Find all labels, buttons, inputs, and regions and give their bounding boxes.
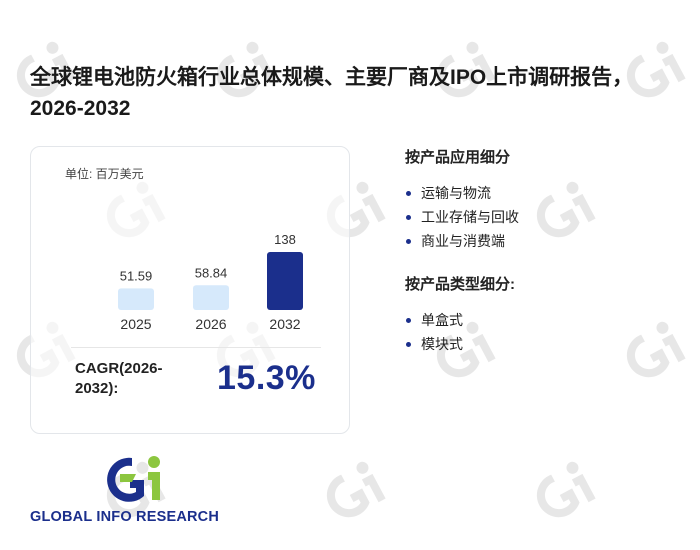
bullet-icon xyxy=(406,191,411,196)
brand-name: GLOBAL INFO RESEARCH xyxy=(30,509,220,525)
list-item-label: 模块式 xyxy=(421,336,463,352)
brand-logo: GLOBAL INFO RESEARCH xyxy=(30,450,240,530)
gi-logo-icon xyxy=(107,456,160,502)
bullet-icon xyxy=(406,342,411,347)
list-item-label: 单盒式 xyxy=(421,312,463,328)
cagr-label: CAGR(2026-2032): xyxy=(75,360,163,397)
unit-label: 单位: 百万美元 xyxy=(65,167,144,181)
market-size-bar-chart: 51.59 2025 58.84 2026 138 2032 xyxy=(118,232,303,332)
list-item-label: 商业与消费端 xyxy=(421,233,505,249)
cagr-value: 15.3% xyxy=(217,359,316,397)
data-label-2025: 51.59 xyxy=(120,268,153,283)
x-tick-label-2025: 2025 xyxy=(120,316,151,332)
segment-panel: 按产品应用细分 运输与物流 工业存储与回收 商业与消费端 按产品类型细分: 单盒… xyxy=(405,146,685,376)
list-item-label: 工业存储与回收 xyxy=(421,209,519,225)
list-item-label: 运输与物流 xyxy=(421,185,491,201)
watermark-logo-icon xyxy=(520,391,700,550)
list-item: 工业存储与回收 xyxy=(405,205,685,229)
list-item: 单盒式 xyxy=(405,308,685,332)
market-size-card: 单位: 百万美元 51.59 2025 58.84 2026 138 2032 CAGR(… xyxy=(30,146,350,434)
list-item: 模块式 xyxy=(405,332,685,356)
type-list: 单盒式 模块式 xyxy=(405,308,685,356)
data-label-2026: 58.84 xyxy=(195,265,228,280)
segment-title-type: 按产品类型细分: xyxy=(405,276,515,293)
page-title: 全球锂电池防火箱行业总体规模、主要厂商及IPO上市调研报告，2026-2032 xyxy=(30,66,634,120)
x-tick-label-2026: 2026 xyxy=(195,316,226,332)
segment-title-application: 按产品应用细分 xyxy=(405,149,511,166)
bullet-icon xyxy=(406,215,411,220)
list-item: 商业与消费端 xyxy=(405,229,685,253)
card-divider xyxy=(71,347,321,348)
bullet-icon xyxy=(406,318,411,323)
data-label-2032: 138 xyxy=(274,232,296,247)
bar-2026 xyxy=(193,285,229,310)
bar-2025 xyxy=(118,288,154,310)
list-item: 运输与物流 xyxy=(405,181,685,205)
bullet-icon xyxy=(406,239,411,244)
bar-2032 xyxy=(267,252,303,310)
x-tick-label-2032: 2032 xyxy=(269,316,300,332)
application-list: 运输与物流 工业存储与回收 商业与消费端 xyxy=(405,181,685,253)
